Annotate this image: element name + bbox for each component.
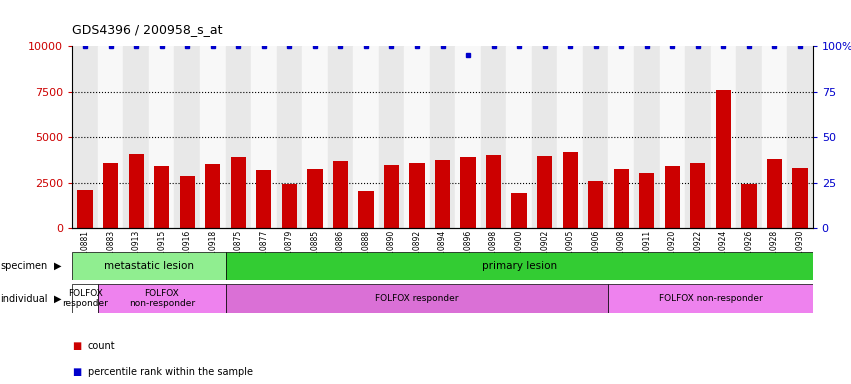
Bar (328, 46, 353, 228)
Bar (353, 46, 379, 228)
Bar (460, 157, 476, 228)
Bar (532, 46, 557, 228)
Bar (251, 46, 277, 228)
Bar (736, 46, 762, 228)
Bar (741, 184, 757, 228)
Bar (608, 46, 634, 228)
Bar (307, 169, 323, 228)
Bar (409, 163, 425, 228)
Bar (511, 193, 527, 228)
Bar (665, 166, 680, 228)
Bar (639, 173, 654, 228)
Text: FOLFOX
non-responder: FOLFOX non-responder (129, 289, 195, 308)
Text: ■: ■ (72, 341, 82, 351)
Bar (180, 177, 195, 228)
Bar (787, 46, 813, 228)
Bar (129, 154, 144, 228)
Text: ▶: ▶ (54, 261, 61, 271)
Text: metastatic lesion: metastatic lesion (104, 261, 194, 271)
Bar (608, 284, 813, 313)
Bar (98, 284, 226, 313)
Bar (767, 159, 782, 228)
Text: individual: individual (0, 293, 48, 304)
Text: ▶: ▶ (54, 293, 61, 304)
Bar (404, 46, 430, 228)
Bar (98, 46, 123, 228)
Text: FOLFOX non-responder: FOLFOX non-responder (659, 294, 762, 303)
Bar (205, 164, 220, 228)
Bar (583, 46, 608, 228)
Bar (716, 90, 731, 228)
Bar (302, 46, 328, 228)
Text: percentile rank within the sample: percentile rank within the sample (88, 367, 253, 377)
Bar (660, 46, 685, 228)
Bar (430, 46, 455, 228)
Bar (103, 163, 118, 228)
Bar (792, 168, 808, 228)
Bar (435, 160, 450, 228)
Bar (226, 252, 813, 280)
Bar (72, 252, 226, 280)
Bar (231, 157, 246, 228)
Bar (481, 46, 506, 228)
Bar (149, 46, 174, 228)
Bar (762, 46, 787, 228)
Bar (226, 284, 608, 313)
Text: primary lesion: primary lesion (482, 261, 557, 271)
Bar (200, 46, 226, 228)
Bar (379, 46, 404, 228)
Text: FOLFOX responder: FOLFOX responder (375, 294, 459, 303)
Bar (563, 152, 578, 228)
Bar (358, 191, 374, 228)
Text: specimen: specimen (0, 261, 48, 271)
Bar (256, 170, 271, 228)
Bar (384, 165, 399, 228)
Bar (77, 190, 93, 228)
Bar (537, 156, 552, 228)
Text: ■: ■ (72, 367, 82, 377)
Bar (711, 46, 736, 228)
Bar (226, 46, 251, 228)
Bar (123, 46, 149, 228)
Bar (557, 46, 583, 228)
Bar (154, 167, 169, 228)
Bar (634, 46, 660, 228)
Bar (333, 161, 348, 228)
Bar (277, 46, 302, 228)
Bar (685, 46, 711, 228)
Bar (72, 284, 98, 313)
Bar (690, 163, 705, 228)
Text: FOLFOX
responder: FOLFOX responder (62, 289, 108, 308)
Bar (588, 181, 603, 228)
Bar (614, 169, 629, 228)
Bar (506, 46, 532, 228)
Bar (174, 46, 200, 228)
Bar (455, 46, 481, 228)
Bar (486, 155, 501, 228)
Text: count: count (88, 341, 115, 351)
Bar (282, 184, 297, 228)
Text: GDS4396 / 200958_s_at: GDS4396 / 200958_s_at (72, 23, 223, 36)
Bar (72, 46, 98, 228)
